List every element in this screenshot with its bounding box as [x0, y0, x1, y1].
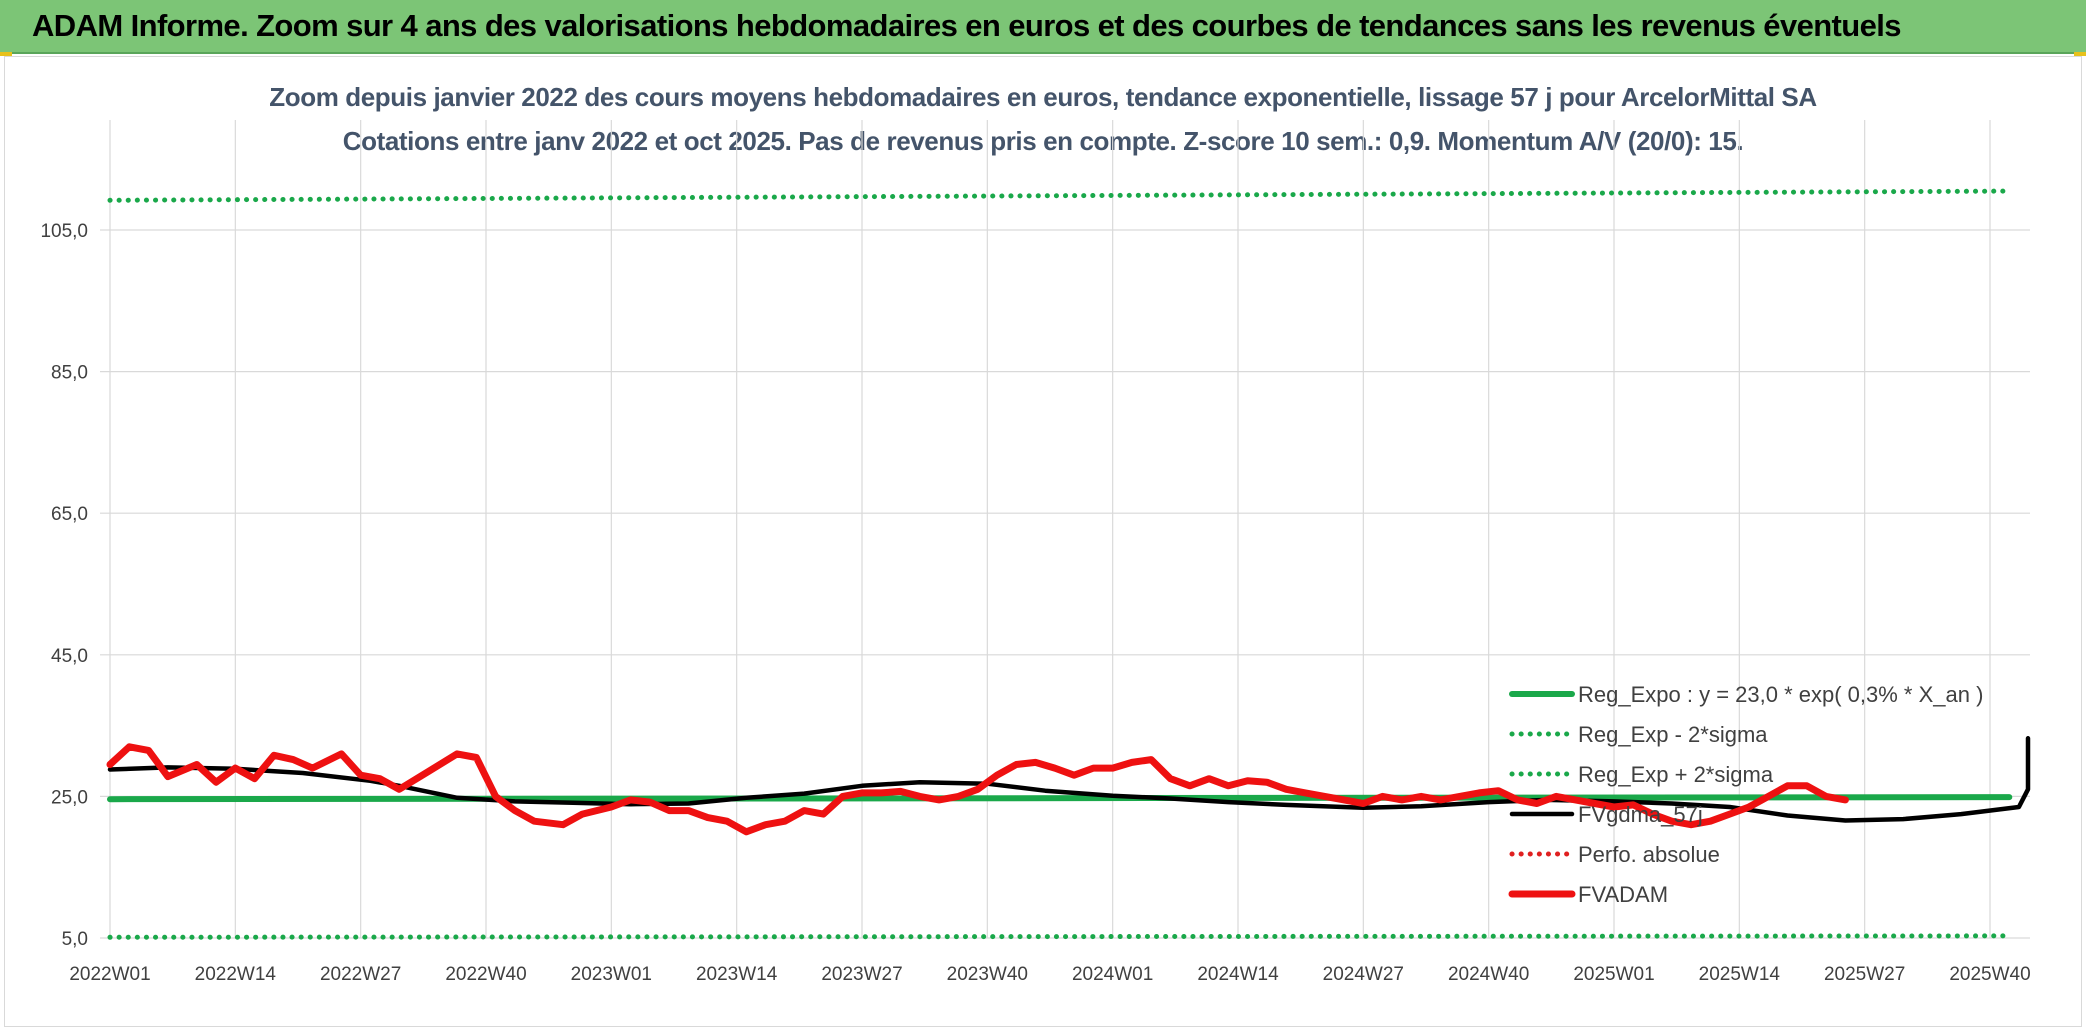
y-tick-label: 5,0	[62, 929, 88, 950]
x-tick-label: 2023W27	[821, 964, 902, 985]
legend-label: Reg_Expo : y = 23,0 * exp( 0,3% * X_an )	[1578, 682, 1983, 707]
x-tick-label: 2025W40	[1949, 964, 2030, 985]
x-tick-label: 2023W14	[696, 964, 778, 985]
x-tick-label: 2024W27	[1323, 964, 1404, 985]
x-tick-label: 2023W40	[947, 964, 1028, 985]
series-line-2	[107, 188, 2012, 203]
legend-label: Reg_Exp - 2*sigma	[1578, 722, 1768, 747]
legend: Reg_Expo : y = 23,0 * exp( 0,3% * X_an )…	[1508, 682, 1983, 907]
series-line-1	[107, 933, 2012, 940]
x-tick-label: 2022W40	[445, 964, 526, 985]
series-line-5	[106, 743, 1849, 836]
corner-accent-left	[0, 52, 12, 56]
legend-label: FVADAM	[1578, 882, 1668, 907]
x-tick-label: 2024W40	[1448, 964, 1529, 985]
chart-title: Zoom depuis janvier 2022 des cours moyen…	[269, 82, 1817, 112]
y-tick-label: 25,0	[51, 787, 88, 808]
chart-frame	[4, 56, 2082, 1027]
series-line-0	[107, 794, 2013, 803]
x-tick-label: 2023W01	[571, 964, 652, 985]
grid	[100, 120, 2030, 939]
x-tick-label: 2025W27	[1824, 964, 1905, 985]
x-tick-label: 2025W01	[1573, 964, 1654, 985]
legend-label: Perfo. absolue	[1578, 842, 1720, 867]
chart-subtitle: Cotations entre janv 2022 et oct 2025. P…	[342, 126, 1744, 156]
y-tick-label: 65,0	[51, 504, 88, 525]
series	[106, 188, 2031, 940]
y-tick-label: 85,0	[51, 363, 88, 384]
x-tick-label: 2025W14	[1699, 964, 1781, 985]
corner-accent-right	[2074, 52, 2086, 56]
legend-label: Reg_Exp + 2*sigma	[1578, 762, 1774, 787]
legend-label: FVgdma_57j	[1578, 802, 1703, 827]
report-header-bar: ADAM Informe. Zoom sur 4 ans des valoris…	[0, 0, 2086, 54]
x-tick-label: 2022W14	[195, 964, 277, 985]
x-tick-label: 2022W27	[320, 964, 401, 985]
x-tick-label: 2024W14	[1197, 964, 1279, 985]
x-tick-label: 2022W01	[69, 964, 150, 985]
axes: 5,0 25,0 45,0 65,0 85,0 105,0 2022W01 2022W14 20…	[40, 221, 2030, 985]
x-tick-label: 2024W01	[1072, 964, 1153, 985]
y-tick-label: 105,0	[40, 221, 88, 242]
y-tick-label: 45,0	[51, 646, 88, 667]
report-title: ADAM Informe. Zoom sur 4 ans des valoris…	[32, 8, 1902, 43]
